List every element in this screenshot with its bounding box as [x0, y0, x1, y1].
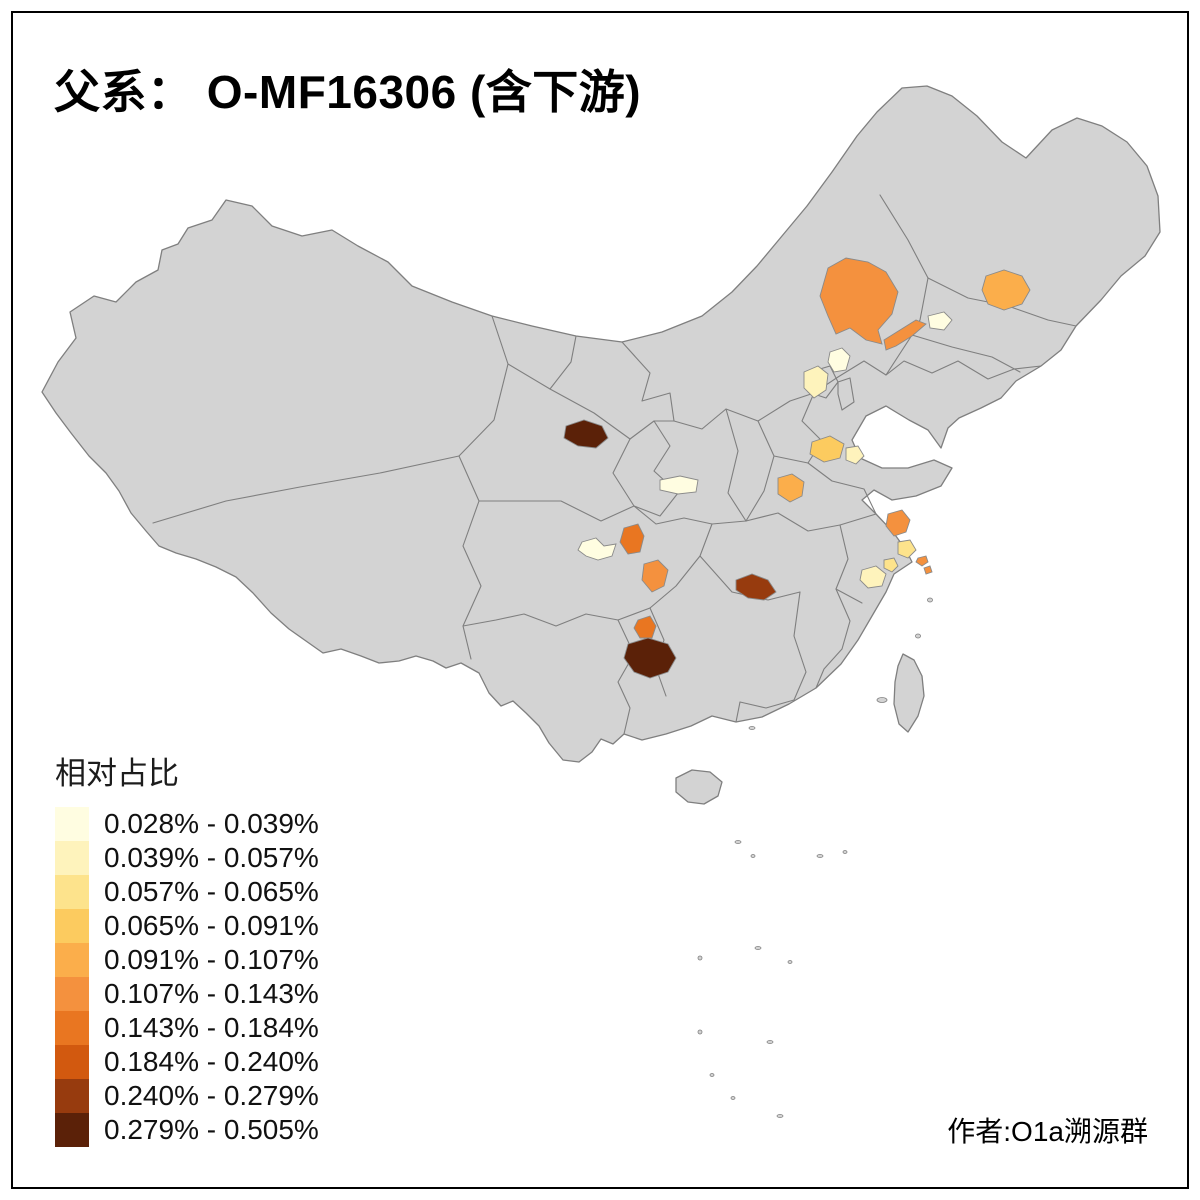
legend-rows: 0.028% - 0.039% 0.039% - 0.057% 0.057% - 0… [55, 807, 319, 1147]
map-region [819, 257, 899, 345]
legend-swatch [55, 1113, 89, 1147]
legend-row: 0.240% - 0.279% [55, 1079, 319, 1113]
map-region [777, 473, 805, 503]
map-landmass [41, 85, 1161, 1118]
legend-label: 0.240% - 0.279% [104, 1080, 319, 1111]
legend-row: 0.143% - 0.184% [55, 1011, 319, 1045]
map-region [845, 445, 865, 465]
legend: 相对占比 0.028% - 0.039% 0.039% - 0.057% 0.057… [55, 748, 319, 1147]
map-region [859, 565, 887, 589]
map-region [897, 539, 917, 559]
legend-row: 0.091% - 0.107% [55, 943, 319, 977]
map-region [633, 615, 657, 639]
legend-label: 0.143% - 0.184% [104, 1012, 319, 1043]
small-islands [697, 597, 933, 1118]
highlighted-regions [563, 257, 1031, 679]
legend-label: 0.279% - 0.505% [104, 1114, 319, 1145]
map-region [735, 573, 777, 601]
legend-swatch [55, 807, 89, 841]
legend-label: 0.028% - 0.039% [104, 808, 319, 839]
legend-swatch [55, 841, 89, 875]
map-region [883, 319, 927, 351]
mainland-shape [41, 85, 1161, 763]
legend-swatch [55, 977, 89, 1011]
legend-row: 0.065% - 0.091% [55, 909, 319, 943]
legend-row: 0.057% - 0.065% [55, 875, 319, 909]
legend-title: 相对占比 [55, 756, 179, 791]
map-region [915, 555, 929, 567]
map-region [641, 559, 669, 593]
legend-label: 0.057% - 0.065% [104, 876, 319, 907]
map-region [827, 347, 851, 373]
legend-label: 0.065% - 0.091% [104, 910, 319, 941]
legend-row: 0.184% - 0.240% [55, 1045, 319, 1079]
map-region [927, 311, 953, 331]
legend-label: 0.107% - 0.143% [104, 978, 319, 1009]
legend-swatch [55, 1011, 89, 1045]
legend-row: 0.039% - 0.057% [55, 841, 319, 875]
map-region [659, 475, 699, 495]
map-region [803, 365, 829, 399]
hainan-island [675, 769, 723, 805]
map-region [923, 565, 933, 575]
page-title: 父系： O-MF16306 (含下游) [54, 66, 642, 118]
legend-swatch [55, 1045, 89, 1079]
legend-label: 0.039% - 0.057% [104, 842, 319, 873]
map-region [809, 435, 845, 463]
legend-swatch [55, 1079, 89, 1113]
map-region [981, 269, 1031, 311]
map-region [563, 419, 609, 449]
map-region [619, 523, 645, 555]
legend-row: 0.028% - 0.039% [55, 807, 319, 841]
map-region [577, 537, 617, 561]
legend-swatch [55, 875, 89, 909]
map-region [883, 557, 899, 573]
attribution: 作者:O1a溯源群 [947, 1116, 1148, 1147]
taiwan-island [893, 653, 925, 733]
legend-row: 0.107% - 0.143% [55, 977, 319, 1011]
map-region [623, 637, 677, 679]
map-region [885, 509, 911, 537]
legend-label: 0.091% - 0.107% [104, 944, 319, 975]
legend-swatch [55, 909, 89, 943]
legend-label: 0.184% - 0.240% [104, 1046, 319, 1077]
legend-row: 0.279% - 0.505% [55, 1113, 319, 1147]
legend-swatch [55, 943, 89, 977]
